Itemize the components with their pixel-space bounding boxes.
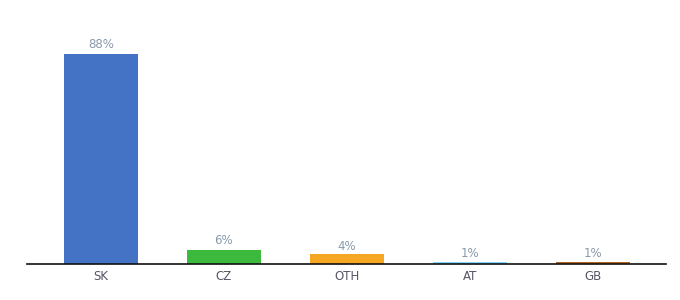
Text: 1%: 1% [460,247,479,260]
Text: 4%: 4% [337,239,356,253]
Bar [556,262,630,264]
Text: 88%: 88% [88,38,114,51]
Text: 1%: 1% [583,247,602,260]
Bar [310,254,384,264]
Bar [433,262,507,264]
Bar [64,54,138,264]
Text: 6%: 6% [215,234,233,247]
Bar [187,250,260,264]
